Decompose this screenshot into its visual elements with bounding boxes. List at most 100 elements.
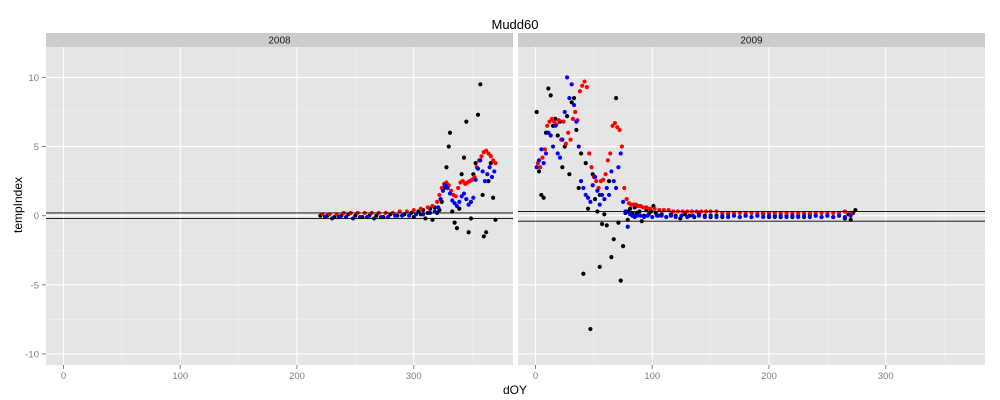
facet-strip [46, 33, 513, 47]
y-tick-label: -5 [31, 280, 39, 291]
data-point [576, 185, 581, 191]
data-point [418, 206, 423, 211]
data-point [587, 151, 592, 156]
data-point [452, 220, 457, 225]
data-point [673, 214, 678, 220]
data-point [766, 213, 772, 218]
data-point [652, 206, 657, 211]
facet-strip-label: 2008 [268, 36, 291, 47]
data-point [608, 151, 613, 156]
data-point [640, 205, 646, 210]
data-point [486, 151, 491, 156]
data-point [456, 185, 461, 191]
data-point [755, 213, 760, 218]
data-point [585, 195, 591, 200]
data-point [609, 255, 614, 260]
data-point [836, 213, 842, 218]
data-point [597, 264, 602, 269]
data-point [539, 147, 544, 152]
data-point [555, 151, 560, 156]
data-point [464, 196, 469, 202]
y-tick-label: 5 [34, 142, 39, 153]
data-point [541, 195, 546, 200]
data-point [454, 203, 460, 209]
data-point [603, 172, 608, 177]
data-point [602, 196, 607, 202]
data-point [570, 116, 575, 121]
data-point [682, 212, 688, 217]
data-point [466, 230, 471, 235]
data-point [547, 119, 552, 124]
data-point [588, 199, 593, 204]
y-tick-label: -10 [25, 349, 39, 360]
data-point [542, 147, 547, 152]
data-point [553, 123, 558, 128]
data-point [605, 158, 610, 163]
data-point [486, 179, 491, 184]
data-point [749, 214, 754, 220]
data-point [425, 205, 430, 210]
facet-strip-label: 2009 [740, 36, 763, 47]
data-point [644, 205, 649, 210]
data-point [577, 89, 582, 94]
x-tick-label: 300 [406, 371, 422, 382]
data-point [480, 169, 485, 174]
data-point [546, 86, 551, 91]
data-point [848, 213, 853, 218]
data-point [478, 82, 483, 87]
data-point [634, 213, 640, 218]
data-point [772, 214, 777, 220]
data-point [831, 214, 836, 220]
data-point [691, 213, 696, 218]
data-point [481, 234, 486, 239]
data-point [430, 203, 435, 209]
facet-panels: 2008 0 100 200 300 2009 0 100 200 300 [46, 33, 985, 382]
data-point [825, 213, 830, 218]
data-point [488, 154, 493, 159]
data-point [617, 127, 622, 133]
data-point [461, 155, 467, 160]
data-point [562, 109, 567, 115]
data-point [702, 214, 707, 220]
data-point [619, 144, 625, 149]
data-point [567, 172, 572, 177]
x-tick-label: 100 [644, 371, 660, 382]
data-point [580, 83, 585, 88]
data-point [731, 213, 737, 218]
data-point [447, 191, 453, 196]
data-point [638, 213, 643, 218]
data-point [475, 166, 481, 171]
data-point [539, 192, 544, 198]
data-point [620, 243, 626, 249]
data-point [784, 214, 789, 220]
data-point [679, 213, 684, 218]
data-point [471, 195, 476, 200]
data-point [568, 137, 573, 142]
data-point [353, 213, 358, 218]
data-point [612, 120, 618, 126]
panel-2009: 2009 0 100 200 300 [518, 33, 985, 382]
data-point [664, 214, 669, 220]
data-point [491, 158, 496, 163]
data-point [548, 93, 553, 98]
data-point [548, 133, 553, 138]
data-point [613, 96, 619, 101]
data-point [457, 199, 462, 204]
data-point [484, 148, 489, 153]
data-point [556, 118, 561, 123]
data-point [583, 192, 588, 198]
data-point [625, 224, 630, 229]
data-point [597, 202, 602, 207]
data-point [545, 123, 550, 128]
data-point [569, 100, 574, 105]
data-point [654, 213, 660, 218]
data-point [536, 169, 542, 174]
data-point [595, 188, 600, 193]
data-point [450, 198, 455, 203]
y-tick-label: 10 [28, 73, 39, 84]
data-point [574, 127, 579, 133]
data-point [602, 212, 607, 217]
data-point [564, 75, 570, 80]
data-point [645, 213, 650, 218]
panel-background [46, 47, 513, 365]
